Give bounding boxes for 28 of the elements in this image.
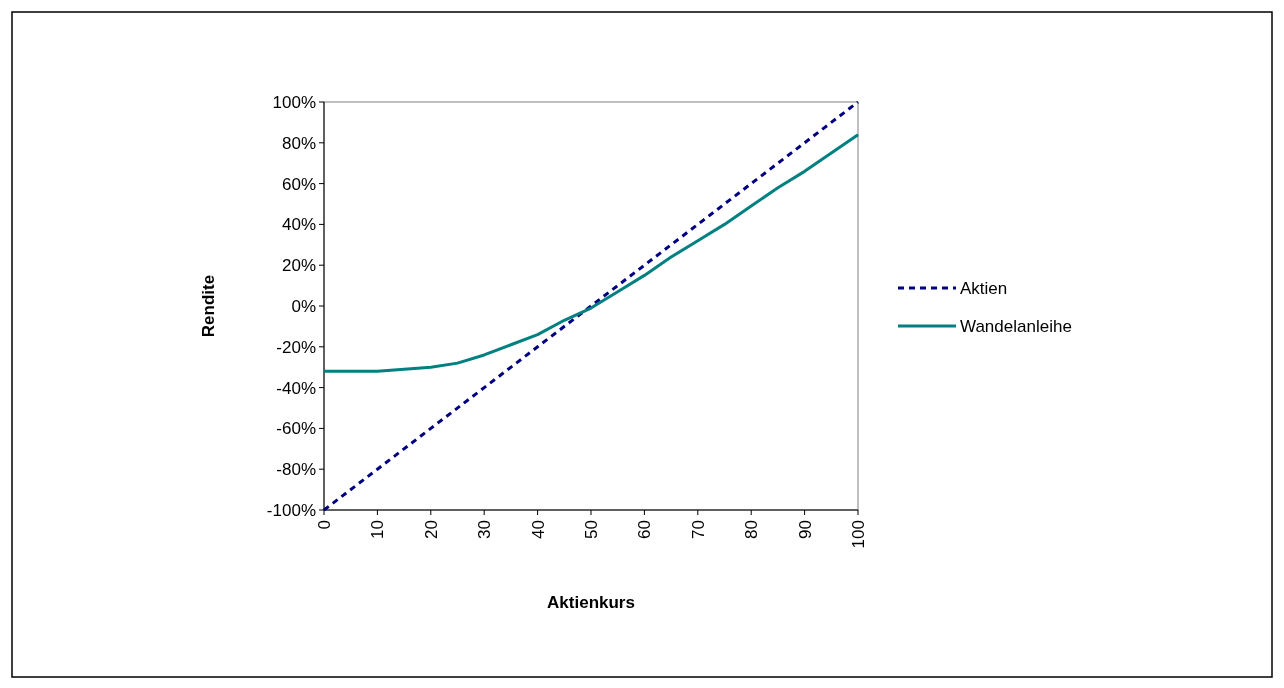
y-tick-label: -60% [276,419,316,439]
y-tick-label: -40% [276,378,316,398]
x-tick-label: 100 [848,520,868,549]
y-tick-label: -100% [266,500,316,520]
y-tick-label: -20% [276,337,316,357]
x-tick-label: 70 [688,520,708,539]
x-tick-label: 40 [528,520,548,539]
line-series [322,133,860,373]
x-tick-label: 30 [475,520,495,539]
x-tick-label: 80 [742,520,762,539]
x-tick-label: 10 [368,520,388,539]
y-tick-label: 40% [281,215,316,235]
x-tick-label: 0 [314,520,334,530]
y-tick-label: 100% [272,92,316,112]
legend-label: Wandelanleihe [960,316,1072,336]
y-tick-label: 20% [281,256,316,276]
y-tick-label: 80% [281,133,316,153]
line-series [322,100,860,512]
x-axis-title: Aktienkurs [547,593,635,612]
x-tick-label: 60 [635,520,655,539]
y-tick-label: 0% [291,296,316,316]
y-tick-label: 60% [281,174,316,194]
y-tick-label: -80% [276,460,316,480]
x-tick-label: 20 [421,520,441,539]
x-tick-label: 90 [795,520,815,539]
legend-label: Aktien [960,278,1008,298]
x-tick-label: 50 [581,520,601,539]
y-axis-title: Rendite [199,274,218,338]
